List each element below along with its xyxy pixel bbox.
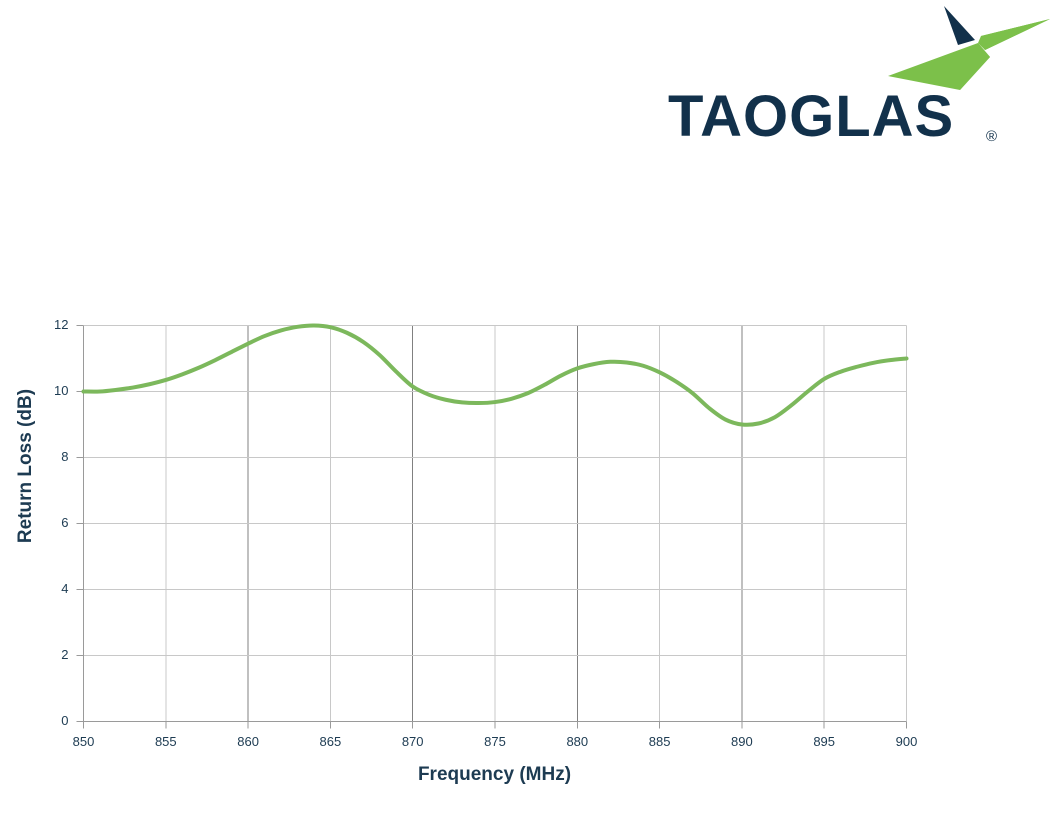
brand-name: TAOGLAS xyxy=(668,86,954,148)
x-tick-label-885: 885 xyxy=(648,733,671,749)
x-tick-label-865: 865 xyxy=(319,733,342,749)
y-tick-label-10: 10 xyxy=(54,382,69,398)
taoglas-star-icon xyxy=(888,6,1050,90)
x-tick-label-875: 875 xyxy=(484,733,506,749)
x-tick-label-860: 860 xyxy=(237,733,259,749)
x-tick-label-880: 880 xyxy=(566,733,589,749)
y-tick-label-8: 8 xyxy=(61,448,69,464)
data-series-layer xyxy=(81,323,909,427)
x-tick-label-870: 870 xyxy=(401,733,424,749)
x-axis-title: Frequency (MHz) xyxy=(417,764,572,785)
registered-mark: ® xyxy=(986,128,997,145)
taoglas-logo: TAOGLAS ® xyxy=(660,4,1050,164)
x-tick-label-900: 900 xyxy=(895,733,918,749)
x-tick-label-895: 895 xyxy=(813,733,836,749)
y-tick-label-4: 4 xyxy=(61,580,69,596)
x-tick-label-850: 850 xyxy=(72,733,95,749)
tick-marks xyxy=(76,325,907,729)
y-tick-label-12: 12 xyxy=(54,316,69,332)
y-tick-label-0: 0 xyxy=(61,712,69,728)
y-tick-label-6: 6 xyxy=(61,514,69,530)
x-tick-label-890: 890 xyxy=(731,733,753,749)
series-line-0 xyxy=(81,323,909,427)
x-tick-label-855: 855 xyxy=(154,733,177,749)
y-axis-title: Return Loss (dB) xyxy=(15,388,36,544)
y-tick-label-2: 2 xyxy=(61,646,69,662)
taoglas-wordmark: TAOGLAS ® xyxy=(668,86,997,148)
